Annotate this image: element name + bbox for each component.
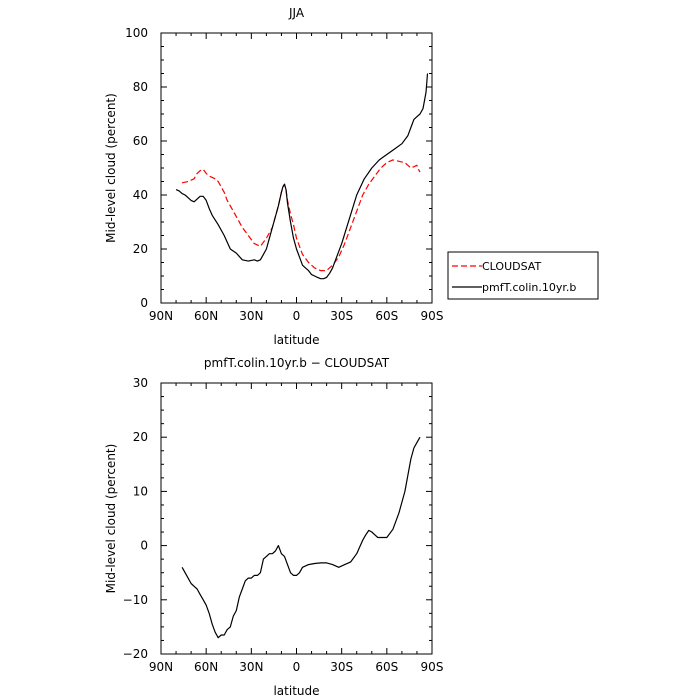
- y-tick-label: 40: [133, 188, 148, 202]
- bottom-chart-panel: pmfT.colin.10yr.b − CLOUDSAT 90N 60N 30N 0 30…: [104, 356, 443, 698]
- x-axis-label: latitude: [273, 684, 319, 698]
- x-tick-label: 90S: [421, 309, 444, 323]
- x-tick-label: 0: [293, 309, 301, 323]
- series-line-difference: [181, 436, 421, 639]
- series-line-pmft-colin-10yr-b: [175, 73, 429, 280]
- y-tick-label: 0: [140, 296, 148, 310]
- y-tick-label: −10: [123, 593, 148, 607]
- y-tick-label: 0: [140, 539, 148, 553]
- x-tick-label: 60N: [194, 309, 218, 323]
- chart-title: pmfT.colin.10yr.b − CLOUDSAT: [204, 356, 390, 370]
- legend: CLOUDSAT pmfT.colin.10yr.b: [447, 251, 599, 300]
- x-axis-label: latitude: [273, 333, 319, 347]
- x-tick-label: 30N: [239, 660, 263, 674]
- x-tick-label: 60S: [375, 309, 398, 323]
- y-tick-label: 80: [133, 80, 148, 94]
- y-tick-label: 60: [133, 134, 148, 148]
- y-tick-label: 30: [133, 376, 148, 390]
- y-tick-label: 20: [133, 430, 148, 444]
- x-tick-label: 90N: [149, 309, 173, 323]
- legend-label: CLOUDSAT: [482, 260, 541, 273]
- y-axis-label: Mid-level cloud (percent): [104, 444, 118, 594]
- x-tick-label: 30S: [330, 309, 353, 323]
- x-tick-label: 60N: [194, 660, 218, 674]
- x-tick-label: 90S: [421, 660, 444, 674]
- x-tick-label: 60S: [375, 660, 398, 674]
- x-tick-label: 90N: [149, 660, 173, 674]
- y-tick-label: 100: [125, 26, 148, 40]
- y-tick-label: 20: [133, 242, 148, 256]
- x-tick-label: 30S: [330, 660, 353, 674]
- y-tick-label: 10: [133, 484, 148, 498]
- y-tick-label: −20: [123, 647, 148, 661]
- top-chart-panel: JJA 90N 60N 30N 0 30S 60S 90S 0 20 40 60 80 100 latitu…: [104, 6, 443, 347]
- y-axis-label: Mid-level cloud (percent): [104, 93, 118, 243]
- legend-label: pmfT.colin.10yr.b: [482, 281, 576, 294]
- legend-box: [447, 251, 599, 300]
- chart-title: JJA: [288, 6, 305, 20]
- x-tick-label: 30N: [239, 309, 263, 323]
- x-tick-label: 0: [293, 660, 301, 674]
